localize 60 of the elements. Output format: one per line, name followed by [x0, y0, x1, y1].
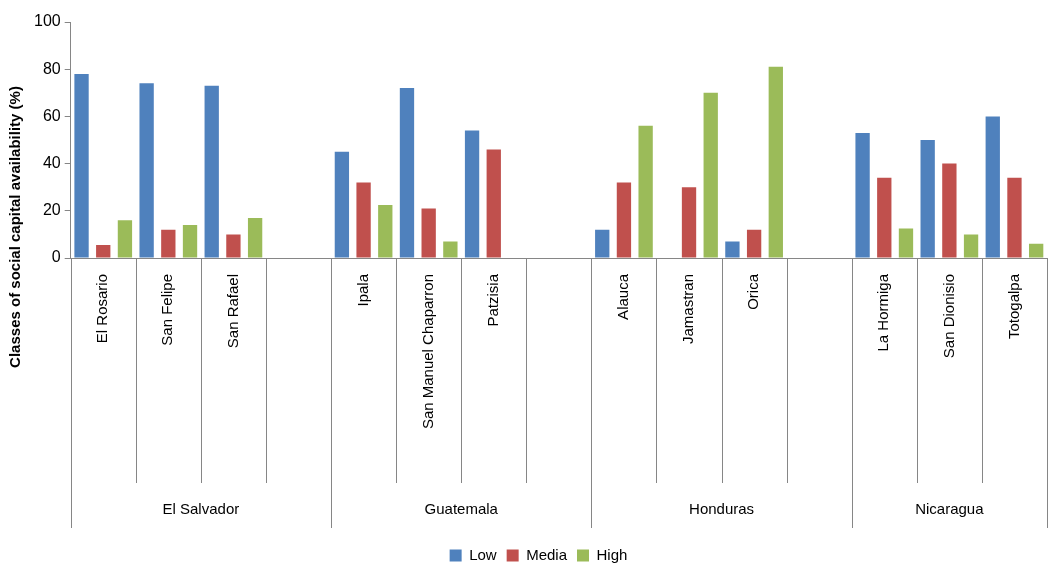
y-tick-label: 40 — [42, 154, 61, 172]
bar — [1028, 243, 1044, 258]
bar — [378, 204, 393, 258]
legend-label: Media — [526, 545, 568, 563]
bar — [421, 208, 436, 258]
text: Honduras — [689, 500, 755, 518]
legend-label: Low — [469, 545, 497, 563]
bar — [247, 217, 263, 258]
x-tick-label: La Hormiga — [874, 273, 892, 352]
bar — [746, 229, 762, 258]
bar — [595, 229, 610, 258]
bar — [334, 151, 350, 258]
text: El Salvador — [162, 500, 240, 518]
text: Guatemala — [424, 500, 499, 518]
bar — [486, 149, 501, 258]
bar — [399, 88, 415, 258]
bar — [1007, 177, 1022, 258]
x-tick-label: El Rosario — [93, 274, 111, 344]
bar — [855, 132, 870, 258]
x-tick-label: Orica — [744, 273, 762, 310]
y-tick-label: 80 — [42, 59, 61, 77]
bar — [616, 182, 632, 258]
y-tick-label: 60 — [42, 106, 61, 124]
bar — [963, 234, 979, 258]
bar — [96, 245, 111, 258]
bar — [182, 224, 198, 258]
bar — [681, 187, 697, 258]
bar — [464, 130, 480, 258]
bar — [877, 177, 892, 258]
bar — [638, 125, 653, 258]
x-tick-label: San Manuel Chaparron — [418, 274, 436, 430]
y-tick-label: 20 — [42, 201, 61, 219]
bar — [898, 228, 914, 258]
bar — [768, 66, 783, 258]
bar — [139, 83, 154, 258]
x-tick-label: San Felipe — [158, 274, 176, 346]
bar — [985, 116, 1000, 258]
bar — [226, 234, 241, 258]
text: Nicaragua — [915, 500, 985, 518]
bar — [703, 92, 718, 258]
legend-label: High — [596, 545, 628, 563]
x-tick-label: Ipala — [353, 273, 371, 307]
x-tick-label: San Rafael — [223, 274, 241, 349]
bar — [920, 140, 935, 258]
x-tick-label: Patzisia — [483, 273, 501, 327]
bar — [74, 73, 89, 258]
y-tick-label: 0 — [51, 248, 61, 266]
bar — [204, 85, 219, 258]
x-tick-label: Alauca — [614, 273, 632, 320]
bar — [725, 241, 740, 258]
bar — [356, 182, 371, 258]
bar — [443, 241, 458, 258]
x-tick-label: Jamastran — [679, 274, 697, 345]
bar — [117, 220, 133, 258]
bar — [942, 163, 957, 258]
x-tick-label: San Dionisio — [939, 274, 957, 359]
y-axis-title: Classes of social capital availability (%) — [6, 86, 24, 368]
bar — [161, 229, 176, 258]
y-tick-label: 100 — [33, 12, 61, 30]
x-tick-label: Totogalpa — [1004, 273, 1022, 340]
